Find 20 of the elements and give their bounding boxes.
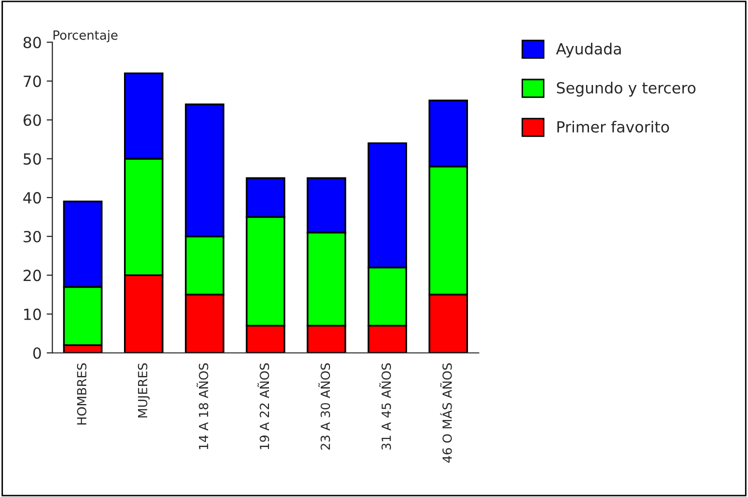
- y-tick-label: 80: [24, 36, 41, 48]
- y-tick-label: 10: [24, 308, 41, 320]
- x-tick-label: HOMBRES: [76, 363, 86, 424]
- x-tick-label: 46 O MÁS AÑOS: [440, 363, 452, 463]
- legend-label: Ayudada: [556, 42, 621, 58]
- legend-label: Segundo y tercero: [556, 82, 696, 97]
- y-axis-title: Porcentaje: [54, 30, 118, 42]
- x-tick-label: 31 A 45 AÑOS: [379, 363, 391, 450]
- x-tick-label: MUJERES: [138, 363, 150, 418]
- y-tick-label: 50: [24, 153, 41, 165]
- y-tick-label: 70: [24, 76, 41, 88]
- y-tick-label: 20: [24, 270, 41, 282]
- x-tick-label: 14 A 18 AÑOS: [196, 363, 208, 450]
- y-tick-label: 40: [23, 192, 41, 204]
- y-tick-label: 60: [24, 114, 41, 126]
- y-tick-label: 0: [33, 347, 41, 359]
- y-tick-label: 30: [24, 230, 41, 242]
- x-tick-label: 19 A 22 AÑOS: [258, 363, 270, 450]
- legend-label: Primer favorito: [557, 120, 669, 133]
- x-tick-label: 23 A 30 AÑOS: [318, 363, 330, 450]
